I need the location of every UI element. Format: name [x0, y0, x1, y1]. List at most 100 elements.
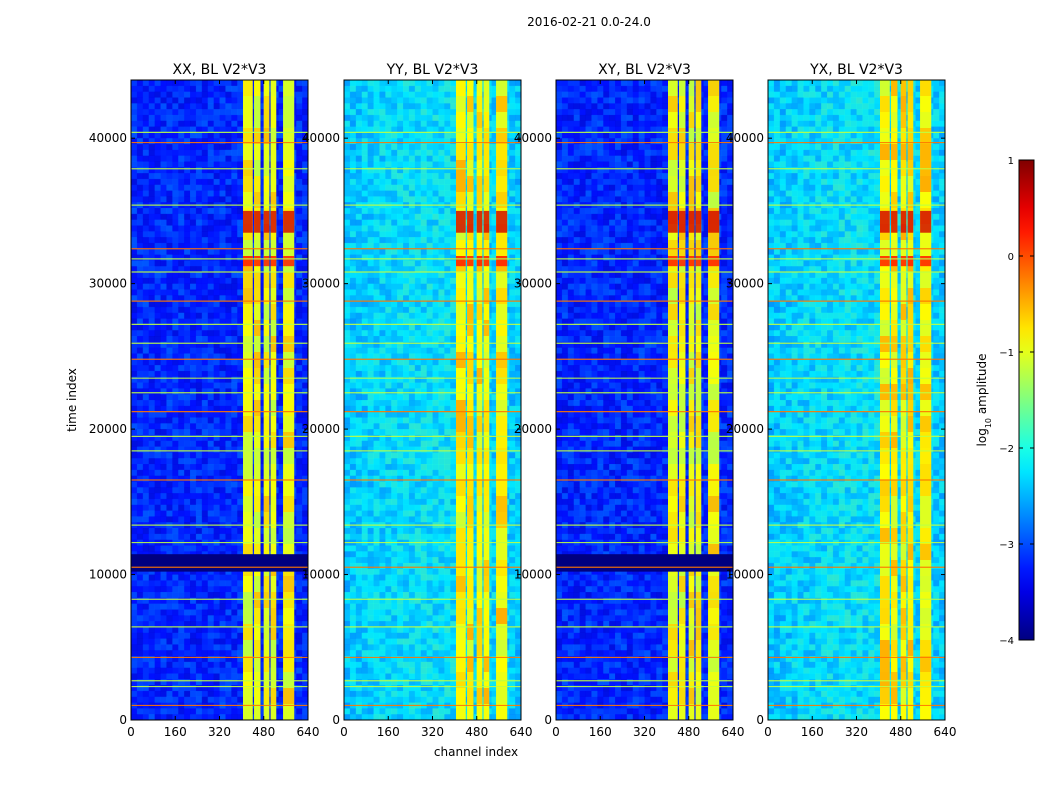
noise-cell — [373, 295, 380, 302]
noise-cell — [296, 592, 303, 599]
noise-cell — [278, 394, 285, 401]
noise-cell — [160, 318, 167, 325]
noise-cell — [225, 248, 232, 255]
channel-band-patch — [283, 432, 295, 448]
noise-cell — [237, 219, 244, 226]
noise-cell — [420, 80, 427, 87]
noise-cell — [414, 132, 421, 139]
noise-cell — [142, 568, 149, 575]
noise-cell — [450, 289, 457, 296]
noise-cell — [278, 469, 285, 476]
channel-band-patch — [243, 320, 253, 336]
noise-cell — [367, 149, 374, 156]
noise-cell — [479, 149, 486, 156]
noise-cell — [373, 196, 380, 203]
noise-cell — [166, 85, 173, 92]
noise-cell — [278, 580, 285, 587]
noise-cell — [361, 80, 368, 87]
noise-cell — [142, 597, 149, 604]
noise-cell — [190, 656, 197, 663]
noise-cell — [349, 277, 357, 284]
noise-cell — [450, 266, 457, 273]
noise-cell — [237, 580, 244, 587]
noise-cell — [231, 603, 238, 610]
noise-cell — [237, 400, 244, 407]
noise-cell — [278, 603, 285, 610]
noise-cell — [195, 504, 203, 511]
noise-cell — [225, 196, 232, 203]
noise-cell — [190, 690, 197, 698]
noise-cell — [178, 196, 185, 203]
noise-cell — [142, 91, 149, 98]
noise-cell — [184, 597, 191, 604]
noise-cell — [385, 173, 392, 180]
noise-cell — [444, 184, 451, 191]
noise-cell — [213, 324, 220, 331]
noise-cell — [426, 277, 433, 284]
noise-cell — [184, 80, 191, 87]
noise-cell — [344, 324, 351, 331]
noise-cell — [154, 429, 161, 436]
noise-cell — [201, 301, 208, 308]
noise-cell — [184, 196, 191, 203]
noise-cell — [403, 237, 410, 244]
noise-cell — [154, 103, 161, 110]
noise-cell — [184, 359, 191, 366]
noise-cell — [136, 120, 144, 127]
noise-cell — [172, 638, 179, 645]
channel-band-patch — [263, 576, 270, 592]
noise-cell — [225, 114, 232, 122]
noise-cell — [213, 184, 220, 191]
noise-cell — [195, 429, 203, 436]
noise-cell — [172, 469, 179, 476]
noise-cell — [207, 638, 214, 645]
channel-band-patch — [254, 528, 261, 544]
noise-cell — [373, 353, 380, 360]
noise-cell — [373, 283, 380, 290]
noise-cell — [148, 516, 155, 523]
noise-cell — [213, 533, 220, 540]
noise-cell — [178, 254, 185, 261]
noise-cell — [385, 138, 392, 145]
noise-cell — [172, 318, 179, 325]
noise-cell — [432, 330, 439, 337]
noise-cell — [219, 394, 226, 401]
noise-cell — [225, 597, 232, 604]
noise-cell — [213, 452, 220, 459]
noise-cell — [142, 312, 149, 319]
noise-cell — [278, 306, 285, 314]
noise-cell — [391, 225, 398, 232]
channel-band-patch — [270, 336, 277, 352]
noise-cell — [479, 184, 486, 191]
noise-cell — [296, 498, 303, 506]
noise-cell — [237, 85, 244, 92]
noise-cell — [302, 644, 308, 651]
noise-cell — [172, 597, 179, 604]
noise-cell — [160, 330, 167, 337]
noise-cell — [385, 85, 392, 92]
noise-cell — [237, 178, 244, 186]
noise-cell — [131, 469, 138, 476]
noise-cell — [391, 161, 398, 168]
noise-cell — [172, 196, 179, 203]
noise-cell — [142, 434, 149, 442]
noise-cell — [184, 330, 191, 337]
noise-cell — [414, 312, 421, 319]
noise-cell — [184, 452, 191, 459]
noise-cell — [344, 225, 351, 232]
noise-cell — [225, 568, 232, 575]
noise-cell — [166, 661, 173, 668]
noise-cell — [438, 144, 445, 151]
noise-cell — [438, 283, 445, 290]
noise-cell — [408, 242, 416, 250]
noise-cell — [278, 679, 285, 686]
noise-cell — [231, 417, 238, 424]
channel-band-patch — [283, 112, 295, 128]
noise-cell — [213, 568, 220, 575]
noise-cell — [515, 80, 521, 87]
noise-cell — [296, 621, 303, 628]
noise-cell — [148, 644, 155, 651]
noise-cell — [219, 266, 226, 273]
noise-cell — [142, 487, 149, 494]
noise-cell — [207, 237, 214, 244]
